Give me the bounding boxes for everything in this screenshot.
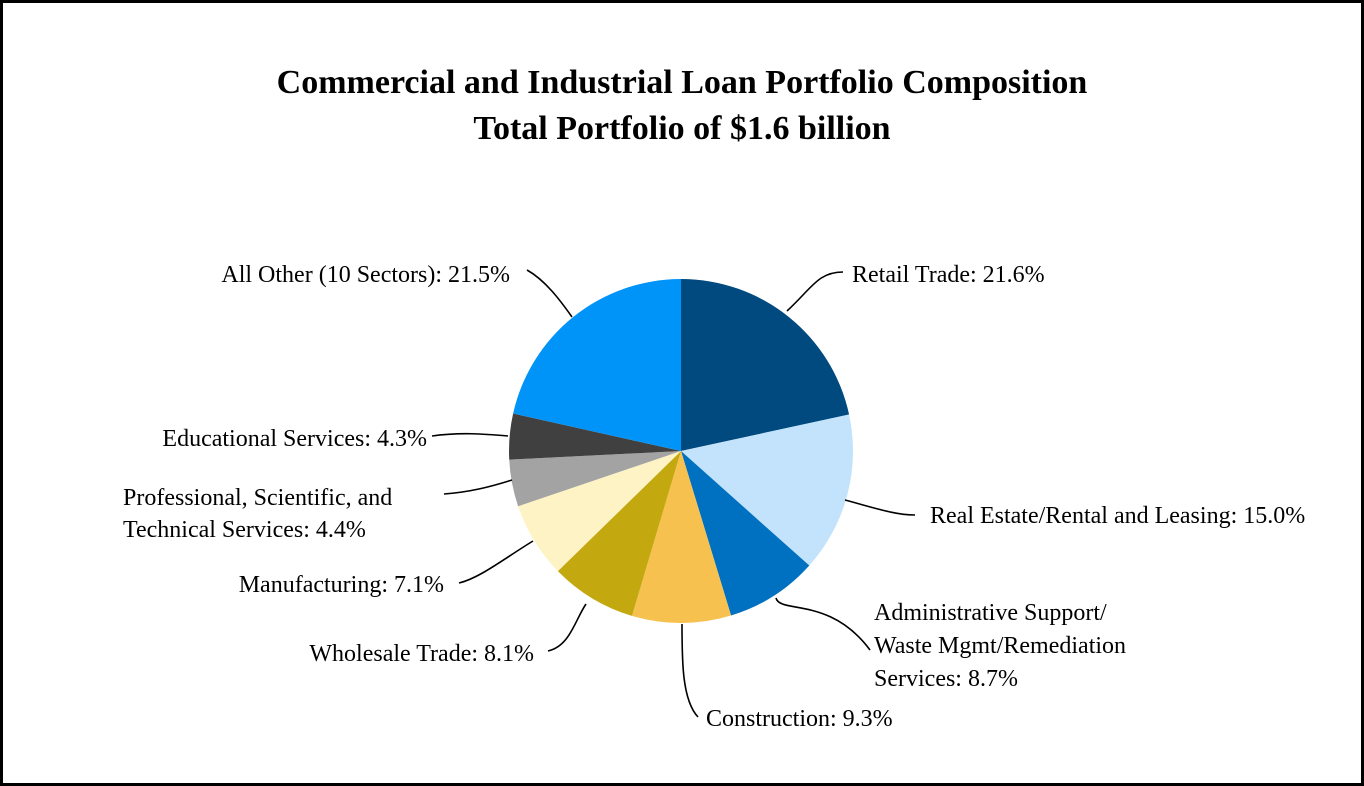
pie-slice-professional-scientific-and-technical-services xyxy=(509,451,681,507)
slice-labels: Retail Trade: 21.6% Real Estate/Rental an… xyxy=(123,262,1305,732)
slice-label-educational-services: Educational Services: 4.3% xyxy=(162,426,427,452)
pie-slice-manufacturing xyxy=(518,451,681,572)
leader-line-administrative-support-waste-mgmt-remediation-services xyxy=(775,597,871,651)
leader-line-professional-scientific-and-technical-services xyxy=(443,479,513,495)
leader-line-all-other-10-sectors xyxy=(526,269,573,318)
slice-label-wholesale-trade: Wholesale Trade: 8.1% xyxy=(309,641,534,667)
slice-label-construction: Construction: 9.3% xyxy=(706,706,893,732)
leader-line-wholesale-trade xyxy=(547,603,587,652)
pie-slice-all-other-10-sectors xyxy=(513,279,681,451)
leader-lines xyxy=(431,269,916,718)
pie-slice-educational-services xyxy=(509,413,681,460)
slice-label-all-other-10-sectors: All Other (10 Sectors): 21.5% xyxy=(221,262,510,288)
pie-slice-wholesale-trade xyxy=(557,451,681,616)
leader-line-real-estate-rental-and-leasing xyxy=(844,499,916,516)
pie-slice-retail-trade xyxy=(681,279,850,451)
pie-slice-real-estate-rental-and-leasing xyxy=(681,414,853,566)
slice-label-administrative-support-waste-mgmt-remediation-services: Administrative Support/Waste Mgmt/Remedi… xyxy=(874,600,1126,692)
slice-label-retail-trade: Retail Trade: 21.6% xyxy=(852,262,1045,288)
pie-slices xyxy=(509,279,853,623)
pie-slice-administrative-support-waste-mgmt-remediation-services xyxy=(681,451,810,616)
leader-line-construction xyxy=(681,623,699,718)
pie-slice-construction xyxy=(631,451,732,623)
chart-subtitle: Total Portfolio of $1.6 billion xyxy=(473,110,891,147)
chart-title: Commercial and Industrial Loan Portfolio… xyxy=(276,64,1088,101)
leader-line-retail-trade xyxy=(786,271,844,312)
slice-label-manufacturing: Manufacturing: 7.1% xyxy=(239,572,444,598)
leader-line-manufacturing xyxy=(458,540,534,584)
leader-line-educational-services xyxy=(431,432,509,437)
slice-label-professional-scientific-and-technical-services: Professional, Scientific, and Technical S… xyxy=(123,485,392,543)
slice-label-real-estate-rental-and-leasing: Real Estate/Rental and Leasing: 15.0% xyxy=(930,503,1305,529)
